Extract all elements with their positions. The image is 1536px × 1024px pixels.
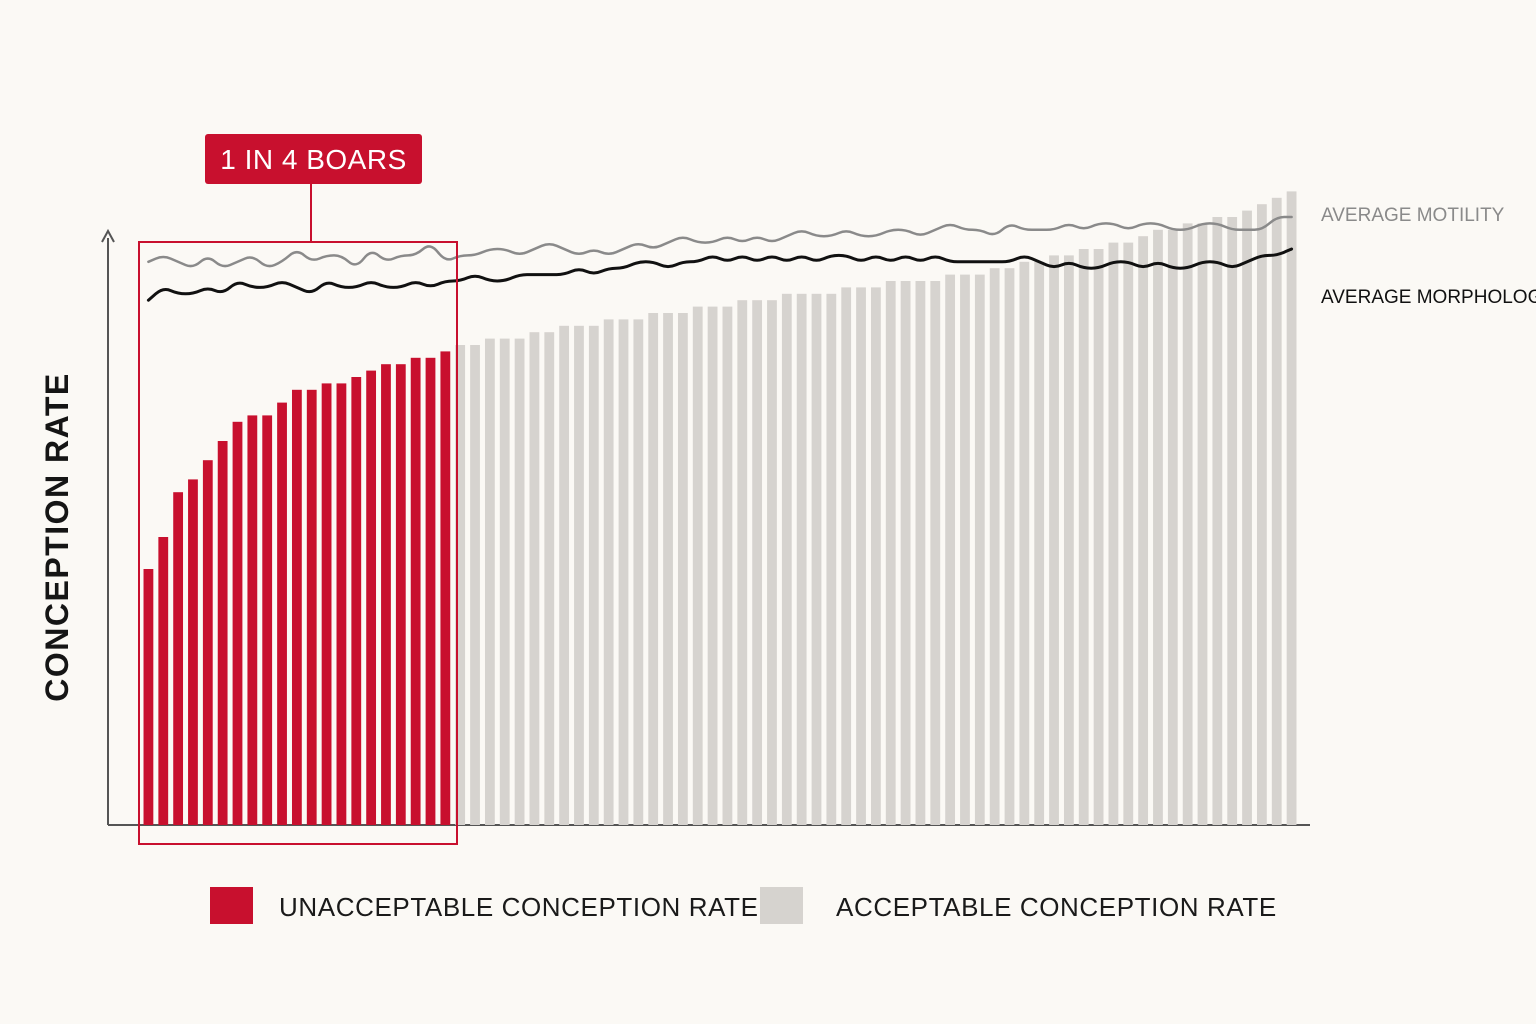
bar-acceptable [1019, 261, 1030, 825]
bar-unacceptable [143, 569, 154, 825]
bars-group [143, 191, 1297, 826]
bar-acceptable [989, 268, 1000, 825]
bar-acceptable [1227, 217, 1238, 825]
callout-label: 1 IN 4 BOARS [220, 144, 407, 175]
bar-acceptable [677, 313, 688, 825]
bar-acceptable [1034, 261, 1045, 825]
callout-box [205, 134, 422, 184]
bar-acceptable [885, 281, 896, 825]
bar-acceptable [870, 287, 881, 825]
bar-unacceptable [321, 383, 332, 825]
bar-unacceptable [158, 537, 169, 825]
bar-acceptable [574, 325, 584, 825]
bar-acceptable [1153, 229, 1163, 826]
bar-unacceptable [232, 421, 243, 825]
bar-unacceptable [202, 460, 213, 825]
bar-acceptable [603, 319, 614, 825]
bar-acceptable [752, 300, 763, 825]
bar-unacceptable [277, 402, 287, 825]
bar-acceptable [529, 332, 540, 825]
bar-acceptable [1242, 210, 1252, 826]
bar-acceptable [1182, 223, 1193, 825]
bar-unacceptable [336, 383, 347, 825]
bar-acceptable [1123, 242, 1134, 826]
bar-acceptable [1271, 197, 1282, 826]
bar-unacceptable [262, 415, 273, 825]
bar-acceptable [618, 319, 629, 825]
bar-acceptable [484, 338, 495, 825]
bar-acceptable [826, 293, 837, 825]
bar-unacceptable [217, 441, 228, 825]
y-axis-arrow-icon [101, 228, 115, 243]
series-label-motility: AVERAGE MOTILITY [1321, 205, 1505, 226]
bar-acceptable [930, 281, 941, 825]
series-label-morphology: AVERAGE MORPHOLOGY [1321, 287, 1536, 308]
bar-acceptable [974, 274, 985, 826]
bar-acceptable [1167, 229, 1178, 826]
bar-acceptable [1004, 268, 1015, 825]
legend-swatch-acceptable [760, 887, 803, 924]
bar-acceptable [663, 313, 673, 825]
bar-unacceptable [440, 351, 451, 825]
bar-acceptable [1108, 242, 1119, 826]
bar-acceptable [544, 332, 555, 825]
bar-unacceptable [291, 389, 302, 825]
bar-acceptable [767, 300, 777, 825]
bar-acceptable [648, 313, 659, 825]
legend-label-unacceptable: UNACCEPTABLE CONCEPTION RATE [279, 892, 759, 922]
bar-unacceptable [381, 364, 391, 825]
bar-acceptable [781, 293, 792, 825]
bar-acceptable [1093, 249, 1104, 825]
bar-acceptable [499, 338, 510, 825]
bar-acceptable [811, 293, 822, 825]
bar-unacceptable [188, 479, 198, 825]
bar-acceptable [1078, 249, 1089, 825]
bar-acceptable [1197, 223, 1208, 825]
series-line-morphology [146, 247, 1294, 302]
bar-acceptable [960, 274, 970, 826]
bar-acceptable [1049, 255, 1059, 825]
bar-unacceptable [351, 377, 362, 825]
bar-acceptable [796, 293, 807, 825]
legend-label-acceptable: ACCEPTABLE CONCEPTION RATE [836, 892, 1277, 922]
series-line-motility [147, 215, 1293, 268]
highlight-box [138, 241, 458, 845]
bar-acceptable [1256, 204, 1267, 825]
bar-unacceptable [173, 492, 184, 825]
bar-unacceptable [425, 357, 436, 825]
bar-acceptable [1286, 191, 1297, 825]
bar-unacceptable [306, 389, 317, 825]
bar-acceptable [856, 287, 866, 825]
bar-acceptable [633, 319, 644, 825]
bar-acceptable [737, 300, 748, 825]
bar-unacceptable [395, 364, 406, 825]
legend-swatch-unacceptable [210, 887, 253, 924]
series-lines-group [146, 215, 1294, 302]
bar-acceptable [707, 306, 718, 826]
bar-unacceptable [366, 370, 377, 825]
bar-acceptable [1138, 236, 1149, 825]
bar-acceptable [1212, 217, 1223, 825]
bar-acceptable [722, 306, 733, 826]
bar-acceptable [915, 281, 926, 825]
bar-acceptable [900, 281, 911, 825]
y-axis-label: CONCEPTION RATE [39, 372, 75, 701]
bar-acceptable [1063, 255, 1074, 825]
bar-acceptable [514, 338, 525, 825]
bar-unacceptable [247, 415, 258, 825]
bar-acceptable [841, 287, 852, 825]
bar-unacceptable [410, 357, 421, 825]
legend: UNACCEPTABLE CONCEPTION RATE ACCEPTABLE … [210, 887, 1277, 924]
bar-acceptable [559, 325, 570, 825]
bar-acceptable [455, 345, 466, 825]
bar-acceptable [945, 274, 956, 826]
bar-acceptable [692, 306, 703, 826]
bar-acceptable [470, 345, 480, 825]
bar-acceptable [588, 325, 599, 825]
